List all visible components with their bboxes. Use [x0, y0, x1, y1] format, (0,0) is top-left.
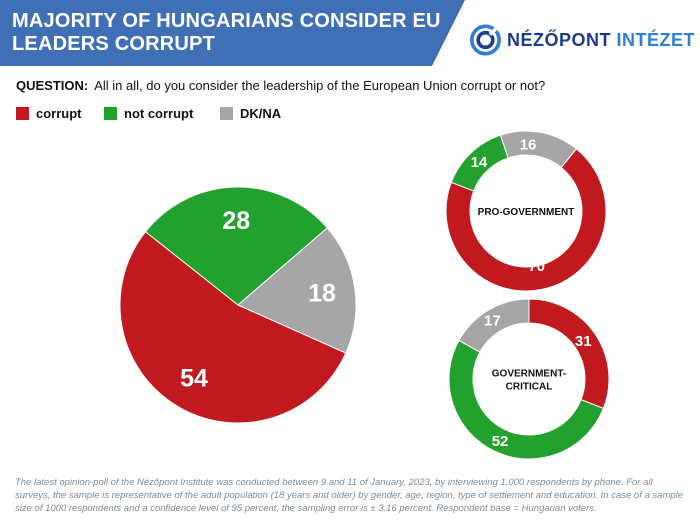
legend-item-dkna: DK/NA — [220, 106, 281, 121]
slice-pro-government-corrupt — [445, 148, 607, 292]
slice-overall-dk-na — [237, 227, 357, 354]
legend-swatch-dkna — [220, 107, 233, 120]
legend-item-not-corrupt: not corrupt — [104, 106, 193, 121]
slice-government-critical-dk-na — [458, 298, 530, 353]
slice-overall-not-corrupt — [144, 186, 329, 306]
question-text: All in all, do you consider the leadersh… — [94, 78, 546, 93]
legend-label-dkna: DK/NA — [240, 106, 282, 121]
legend-swatch-corrupt — [16, 107, 29, 120]
legend-swatch-not-corrupt — [104, 107, 117, 120]
header-band — [0, 0, 470, 66]
data-label-pro-government-not-corrupt: 14 — [471, 154, 488, 171]
data-label-government-critical-corrupt: 31 — [575, 333, 592, 350]
data-label-pro-government-dk-na: 16 — [520, 136, 537, 153]
slice-government-critical-not-corrupt — [448, 339, 605, 460]
data-label-pro-government-corrupt: 70 — [528, 258, 545, 275]
slice-overall-corrupt — [119, 231, 347, 424]
data-label-overall-dk-na: 18 — [308, 279, 336, 307]
slice-pro-government-dk-na — [499, 130, 578, 169]
question-label: QUESTION: — [16, 78, 89, 93]
question-line: QUESTION: All in all, do you consider the… — [16, 78, 545, 93]
header-band-shape — [0, 0, 465, 66]
data-label-government-critical-not-corrupt: 52 — [492, 433, 509, 450]
footnote: The latest opinion-poll of the Nézőpont … — [15, 477, 684, 514]
chart-legend: corrupt not corrupt DK/NA — [0, 106, 700, 126]
donut-title-government-critical-line-1: CRITICAL — [506, 382, 553, 393]
brand-logo: NÉZŐPONT INTÉZET — [470, 20, 695, 60]
charts-canvas: 54 28 18 70 14 16 PRO-GOVERNMENT 31 52 17 GOVERNME… — [119, 130, 610, 460]
target-logo-icon — [470, 24, 501, 56]
data-label-government-critical-dk-na: 17 — [484, 313, 501, 330]
donut-title-government-critical-line-0: GOVERNMENT- — [492, 369, 566, 380]
logo-word-intezet: INTÉZET — [616, 29, 695, 50]
data-label-overall-not-corrupt: 28 — [222, 207, 250, 235]
donut-title-pro-government-line-0: PRO-GOVERNMENT — [478, 207, 575, 218]
legend-item-corrupt: corrupt — [16, 106, 82, 121]
logo-word-nezopont: NÉZŐPONT — [506, 29, 611, 50]
legend-label-not-corrupt: not corrupt — [124, 106, 194, 121]
data-label-overall-corrupt: 54 — [180, 364, 208, 392]
page-title: MAJORITY OF HUNGARIANS CONSIDER EU LEADE… — [12, 10, 441, 55]
legend-label-corrupt: corrupt — [36, 106, 82, 121]
